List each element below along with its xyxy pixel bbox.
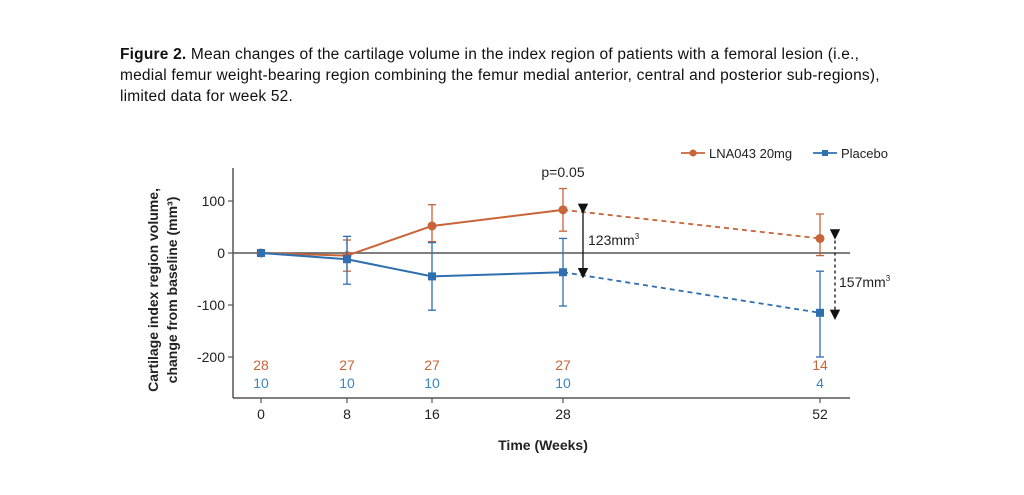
n-label: 10 — [253, 375, 269, 391]
n-label: 27 — [424, 357, 440, 373]
caption-text: Mean changes of the cartilage volume in … — [120, 46, 880, 105]
series-line-segment — [431, 208, 564, 227]
y-axis-title-line1: Cartilage index region volume, — [145, 188, 161, 392]
data-point — [816, 308, 824, 317]
difference-label-week52: 157mm3 — [839, 274, 891, 290]
series-layer: 28 27 27 27 14 10 10 10 10 4 — [253, 187, 828, 391]
series-lna043-20mg: 28 27 27 27 14 — [253, 187, 828, 373]
data-point — [427, 221, 437, 231]
n-label: 10 — [424, 375, 440, 391]
data-point — [558, 205, 568, 215]
legend-label: LNA043 20mg — [709, 146, 792, 161]
n-label: 4 — [816, 375, 824, 391]
x-axis-title: Time (Weeks) — [498, 437, 588, 453]
figure-caption: Figure 2. Mean changes of the cartilage … — [120, 44, 900, 107]
series-line-segment — [346, 225, 433, 257]
x-tick-label: 0 — [257, 406, 265, 422]
annotations: p=0.05 123mm3 157mm3 — [541, 164, 891, 320]
series-dashed-segment — [562, 208, 821, 240]
difference-label-week28: 123mm3 — [588, 232, 640, 248]
legend-label: Placebo — [841, 146, 888, 161]
series-placebo: 10 10 10 10 4 — [253, 235, 824, 391]
n-label: 28 — [253, 357, 269, 373]
x-tick-label: 8 — [343, 406, 351, 422]
series-line-segment — [260, 252, 348, 261]
n-label: 27 — [339, 357, 355, 373]
legend-item-0: LNA043 20mg — [681, 146, 792, 161]
x-tick-label: 16 — [424, 406, 440, 422]
y-tick-label: 100 — [202, 193, 226, 209]
y-tick-label: 0 — [217, 245, 225, 261]
series-line-segment — [431, 271, 564, 278]
data-point — [815, 233, 825, 243]
legend-item-1: Placebo — [813, 146, 888, 161]
y-tick-label: -200 — [197, 349, 225, 365]
axes: 100 0 -100 -200 0 8 16 28 52 Time (Weeks) Cartilag… — [145, 168, 850, 453]
series-dashed-segment — [562, 271, 821, 314]
legend-marker — [689, 149, 697, 157]
y-tick-label: -100 — [197, 297, 225, 313]
data-point — [343, 255, 351, 264]
legend-marker — [822, 150, 828, 156]
n-label: 27 — [555, 357, 571, 373]
legend: LNA043 20mg Placebo — [681, 146, 888, 161]
data-point — [559, 268, 567, 277]
data-point — [428, 272, 436, 281]
x-tick-label: 52 — [812, 406, 828, 422]
y-axis-title-line2: change from baseline (mm³) — [164, 197, 180, 384]
x-tick-label: 28 — [555, 406, 571, 422]
figure-label: Figure 2. — [120, 46, 187, 63]
n-label: 14 — [812, 357, 828, 373]
n-label: 10 — [555, 375, 571, 391]
n-label: 10 — [339, 375, 355, 391]
p-value-label: p=0.05 — [541, 164, 584, 180]
series-line-segment — [346, 258, 433, 278]
data-point — [257, 249, 265, 257]
